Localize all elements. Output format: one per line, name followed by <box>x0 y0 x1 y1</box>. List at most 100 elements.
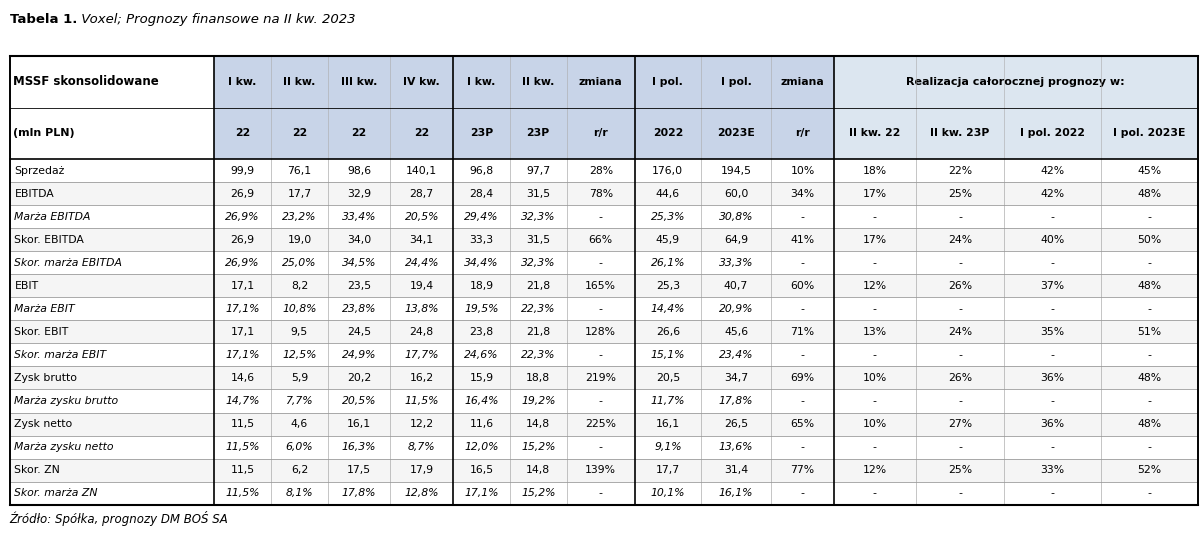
Text: 17,8%: 17,8% <box>719 396 754 406</box>
Text: 77%: 77% <box>791 465 815 475</box>
Text: Voxel; Prognozy finansowe na II kw. 2023: Voxel; Prognozy finansowe na II kw. 2023 <box>77 13 355 26</box>
Text: 33,4%: 33,4% <box>342 212 377 222</box>
Text: -: - <box>1147 212 1151 222</box>
Text: 9,1%: 9,1% <box>654 442 682 452</box>
Text: 20,5: 20,5 <box>655 373 680 383</box>
Text: 33,3%: 33,3% <box>719 258 754 268</box>
Text: 6,0%: 6,0% <box>286 442 313 452</box>
Text: -: - <box>800 488 804 498</box>
Text: 18,8: 18,8 <box>526 373 551 383</box>
Text: 26,5: 26,5 <box>724 419 748 429</box>
Text: 32,9: 32,9 <box>347 189 371 199</box>
Text: 48%: 48% <box>1138 419 1162 429</box>
Text: 41%: 41% <box>791 235 815 245</box>
Text: 4,6: 4,6 <box>290 419 308 429</box>
Text: 12%: 12% <box>863 281 887 291</box>
Text: -: - <box>1051 304 1055 314</box>
Text: Skor. ZN: Skor. ZN <box>14 465 60 475</box>
Text: 14,4%: 14,4% <box>650 304 685 314</box>
Text: 25,3: 25,3 <box>655 281 680 291</box>
Text: 31,5: 31,5 <box>526 235 551 245</box>
Text: II kw. 22: II kw. 22 <box>850 129 900 138</box>
Text: Zysk netto: Zysk netto <box>14 419 73 429</box>
Text: 60%: 60% <box>791 281 815 291</box>
Text: 14,8: 14,8 <box>526 465 551 475</box>
Text: 98,6: 98,6 <box>347 166 371 176</box>
Text: 10,1%: 10,1% <box>650 488 685 498</box>
Text: 165%: 165% <box>586 281 617 291</box>
Text: 52%: 52% <box>1138 465 1162 475</box>
Text: -: - <box>872 258 877 268</box>
Text: 31,4: 31,4 <box>724 465 748 475</box>
Text: 24%: 24% <box>948 327 972 337</box>
Text: -: - <box>958 258 962 268</box>
Text: -: - <box>800 212 804 222</box>
Text: -: - <box>1051 212 1055 222</box>
Text: 17,7: 17,7 <box>288 189 312 199</box>
Text: -: - <box>800 350 804 360</box>
Text: 22: 22 <box>414 129 430 138</box>
Text: 176,0: 176,0 <box>653 166 683 176</box>
Text: 34,1: 34,1 <box>409 235 433 245</box>
Text: 24,8: 24,8 <box>409 327 433 337</box>
Text: 23P: 23P <box>469 129 493 138</box>
Text: 29,4%: 29,4% <box>464 212 499 222</box>
Text: 15,2%: 15,2% <box>521 442 556 452</box>
Bar <box>10 56 215 108</box>
Text: 26,9: 26,9 <box>230 235 254 245</box>
Text: -: - <box>872 212 877 222</box>
Text: 8,7%: 8,7% <box>408 442 436 452</box>
Text: -: - <box>599 350 602 360</box>
Text: 19,5%: 19,5% <box>464 304 499 314</box>
Text: 50%: 50% <box>1138 235 1162 245</box>
Text: 32,3%: 32,3% <box>521 212 556 222</box>
Text: 23,2%: 23,2% <box>282 212 317 222</box>
Text: 36%: 36% <box>1040 373 1064 383</box>
Text: 19,4: 19,4 <box>409 281 433 291</box>
Text: 13,6%: 13,6% <box>719 442 754 452</box>
Bar <box>10 159 1198 182</box>
Text: 24,9%: 24,9% <box>342 350 377 360</box>
Text: Marża zysku brutto: Marża zysku brutto <box>14 396 119 406</box>
Text: 11,7%: 11,7% <box>650 396 685 406</box>
Text: -: - <box>1147 442 1151 452</box>
Text: I kw.: I kw. <box>228 77 257 87</box>
Text: r/r: r/r <box>796 129 810 138</box>
Text: Sprzedaż: Sprzedaż <box>14 166 65 176</box>
Text: -: - <box>1051 488 1055 498</box>
Text: Marża zysku netto: Marża zysku netto <box>14 442 114 452</box>
Text: 20,5%: 20,5% <box>342 396 377 406</box>
Text: 16,5: 16,5 <box>469 465 493 475</box>
Text: -: - <box>599 442 602 452</box>
Text: -: - <box>800 258 804 268</box>
Text: III kw.: III kw. <box>341 77 377 87</box>
Text: 17,8%: 17,8% <box>342 488 377 498</box>
Bar <box>10 297 1198 320</box>
Text: 219%: 219% <box>586 373 617 383</box>
Text: 24,4%: 24,4% <box>404 258 439 268</box>
Text: 2022: 2022 <box>653 129 683 138</box>
Text: 8,2: 8,2 <box>290 281 308 291</box>
Text: 78%: 78% <box>589 189 613 199</box>
Text: 15,1%: 15,1% <box>650 350 685 360</box>
Text: -: - <box>872 488 877 498</box>
Text: 23,8: 23,8 <box>469 327 493 337</box>
Text: 34%: 34% <box>791 189 815 199</box>
Text: 17,1%: 17,1% <box>226 350 260 360</box>
Text: 45,9: 45,9 <box>655 235 680 245</box>
Text: 10,8%: 10,8% <box>282 304 317 314</box>
Text: 45%: 45% <box>1138 166 1162 176</box>
Text: 13,8%: 13,8% <box>404 304 439 314</box>
Text: 25%: 25% <box>948 465 972 475</box>
Text: 17,1: 17,1 <box>230 327 254 337</box>
Text: II kw. 23P: II kw. 23P <box>930 129 990 138</box>
Bar <box>10 459 1198 482</box>
Text: 5,9: 5,9 <box>290 373 308 383</box>
Text: Realizacja całorocznej prognozy w:: Realizacja całorocznej prognozy w: <box>906 77 1126 87</box>
Bar <box>10 274 1198 297</box>
Text: 26,9: 26,9 <box>230 189 254 199</box>
Text: 15,9: 15,9 <box>469 373 493 383</box>
Text: -: - <box>872 396 877 406</box>
Text: 21,8: 21,8 <box>526 281 551 291</box>
Text: -: - <box>1147 396 1151 406</box>
